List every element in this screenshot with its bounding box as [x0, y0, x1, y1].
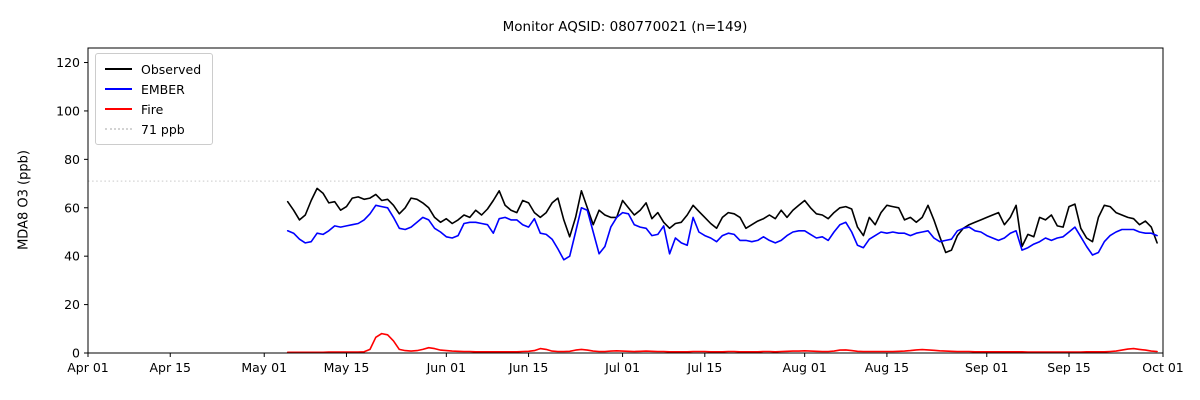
fire-line-swatch	[105, 108, 132, 110]
y-tick-label: 0	[72, 346, 80, 361]
y-tick-label: 100	[56, 103, 80, 118]
y-tick-label: 20	[64, 297, 80, 312]
x-tick-label: Jul 15	[686, 360, 722, 375]
x-tick-label: Sep 01	[965, 360, 1008, 375]
x-tick-label: Jun 01	[426, 360, 466, 375]
observed-line-swatch	[105, 68, 132, 70]
threshold-line-swatch	[105, 128, 132, 130]
ember-line	[286, 204, 1158, 261]
legend-label: Fire	[141, 101, 164, 117]
y-tick-label: 40	[64, 249, 80, 264]
observed-line	[286, 187, 1158, 254]
plot-border	[87, 47, 1164, 354]
x-tick-label: Jun 15	[508, 360, 548, 375]
ember-line-swatch	[105, 88, 132, 90]
x-tick-label: Apr 01	[67, 360, 109, 375]
x-tick-label: May 15	[324, 360, 370, 375]
legend-label: EMBER	[141, 81, 185, 97]
x-tick-label: Apr 15	[149, 360, 191, 375]
x-tick-label: Aug 15	[865, 360, 909, 375]
x-tick-label: Aug 01	[783, 360, 827, 375]
y-axis-label: MDA8 O3 (ppb)	[16, 150, 32, 250]
x-tick-label: Oct 01	[1142, 360, 1184, 375]
x-tick-label: Sep 15	[1047, 360, 1090, 375]
chart-title: Monitor AQSID: 080770021 (n=149)	[502, 19, 748, 35]
legend-item-71-ppb: 71 ppb	[105, 119, 201, 139]
y-tick-label: 60	[64, 200, 80, 215]
y-tick-label: 120	[56, 55, 80, 70]
legend-item-fire: Fire	[105, 99, 201, 119]
x-tick-label: May 01	[241, 360, 287, 375]
x-tick-label: Jul 01	[604, 360, 640, 375]
legend-label: 71 ppb	[141, 121, 185, 137]
legend: Observed EMBER Fire 71 ppb	[95, 53, 214, 145]
fire-line	[286, 332, 1158, 354]
legend-label: Observed	[141, 61, 202, 77]
legend-item-observed: Observed	[105, 59, 201, 79]
y-tick-label: 80	[64, 152, 80, 167]
legend-item-ember: EMBER	[105, 79, 201, 99]
